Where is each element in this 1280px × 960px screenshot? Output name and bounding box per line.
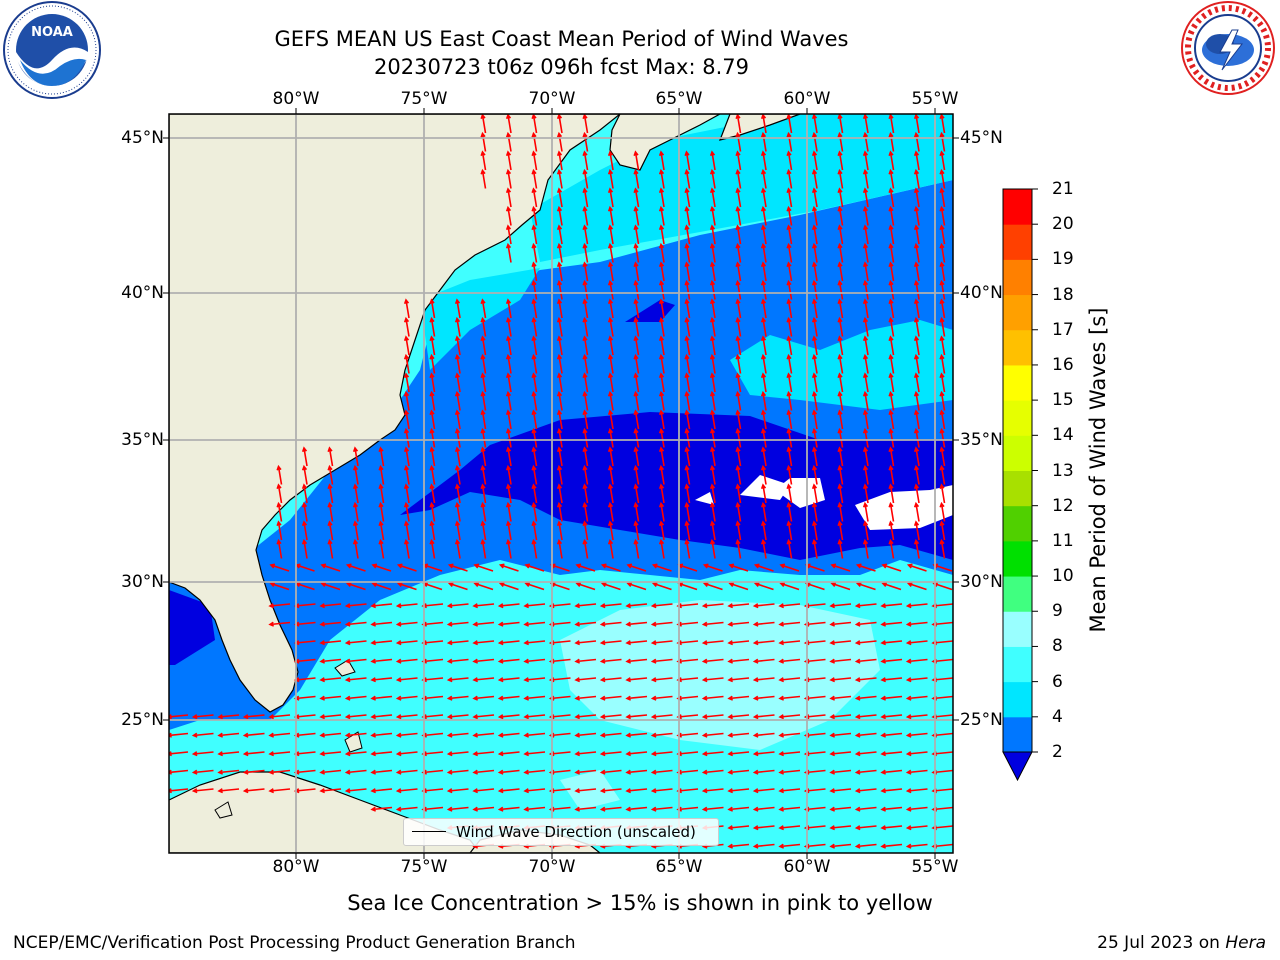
lon-label-top: 55°W — [911, 89, 959, 109]
colorbar-tick-label: 21 — [1052, 179, 1074, 199]
map-subtitle: 20230723 t06z 096h fcst Max: 8.79 — [374, 55, 749, 79]
footer-machine: Hera — [1225, 933, 1266, 953]
lat-label-left: 45°N — [121, 128, 164, 148]
colorbar-tick-label: 17 — [1052, 319, 1074, 340]
lon-label-bottom: 80°W — [272, 857, 320, 877]
colorbar-tick-label: 14 — [1052, 425, 1074, 446]
footer-date-text: 25 Jul 2023 on — [1097, 933, 1226, 953]
colorbar-tick-label: 13 — [1052, 460, 1074, 481]
lat-label-right: 25°N — [960, 710, 1003, 730]
land-us-east-coast — [169, 114, 621, 713]
colorbar-tick-label: 10 — [1052, 566, 1074, 587]
footer-branch: NCEP/EMC/Verification Post Processing Pr… — [13, 933, 576, 953]
colorbar-segment — [1003, 364, 1032, 401]
lon-label-top: 75°W — [400, 89, 448, 109]
colorbar-tick-label: 15 — [1052, 390, 1074, 411]
nws-logo — [1181, 1, 1275, 95]
noaa-logo: NOAA — [3, 1, 101, 99]
lon-label-bottom: 65°W — [655, 857, 703, 877]
lon-label-bottom: 70°W — [528, 857, 576, 877]
graticule — [169, 114, 953, 853]
colorbar-segment — [1003, 294, 1032, 331]
colorbar-segment — [1003, 435, 1032, 471]
colorbar-tick-label: 18 — [1052, 284, 1074, 305]
colorbar-segment — [1003, 189, 1032, 225]
legend-label: Wind Wave Direction (unscaled) — [456, 823, 696, 841]
colorbar-tick-label: 20 — [1052, 214, 1074, 235]
colorbar-segment — [1003, 681, 1032, 718]
lon-label-top: 80°W — [272, 89, 320, 109]
colorbar-title: Mean Period of Wind Waves [s] — [1086, 307, 1110, 633]
colorbar-segment — [1003, 224, 1032, 260]
colorbar-segment — [1003, 716, 1032, 753]
colorbar-segment — [1003, 646, 1032, 683]
lat-label-left: 35°N — [121, 430, 164, 450]
lon-label-bottom: 55°W — [911, 857, 959, 877]
colorbar-segment — [1003, 576, 1032, 612]
lon-label-bottom: 75°W — [400, 857, 448, 877]
colorbar-segment — [1003, 611, 1032, 647]
colorbar-tick-label: 4 — [1052, 706, 1063, 727]
colorbar-segment — [1003, 505, 1032, 542]
lon-label-top: 70°W — [528, 89, 576, 109]
colorbar-segment — [1003, 470, 1032, 507]
lon-label-top: 65°W — [655, 89, 703, 109]
lon-label-top: 60°W — [783, 89, 831, 109]
lat-label-right: 30°N — [960, 572, 1003, 592]
lat-label-right: 35°N — [960, 430, 1003, 450]
map-legend: Wind Wave Direction (unscaled) — [403, 818, 719, 846]
colorbar-tick-label: 12 — [1052, 495, 1074, 516]
map-title: GEFS MEAN US East Coast Mean Period of W… — [274, 27, 849, 51]
wind-wave-direction-arrows — [169, 114, 953, 849]
svg-text:NOAA: NOAA — [31, 25, 73, 40]
sea-ice-note: Sea Ice Concentration > 15% is shown in … — [347, 891, 933, 915]
colorbar-segment — [1003, 400, 1032, 436]
colorbar-tick-label: 8 — [1052, 636, 1063, 657]
colorbar-segment — [1003, 540, 1032, 577]
colorbar-extend-arrow — [1002, 751, 1033, 782]
colorbar-tick-label: 16 — [1052, 354, 1074, 375]
lat-label-right: 45°N — [960, 128, 1003, 148]
footer-date: 25 Jul 2023 on Hera — [1097, 933, 1266, 953]
colorbar-segment — [1003, 259, 1032, 296]
colorbar-tick-label: 9 — [1052, 601, 1063, 622]
lat-label-right: 40°N — [960, 283, 1003, 303]
colorbar-tick-label: 6 — [1052, 671, 1063, 692]
legend-line-swatch — [412, 831, 446, 832]
lat-label-left: 25°N — [121, 710, 164, 730]
colorbar-tick-label: 11 — [1052, 530, 1074, 551]
lat-label-left: 40°N — [121, 283, 164, 303]
lat-label-left: 30°N — [121, 572, 164, 592]
colorbar-segment — [1003, 329, 1032, 366]
map-frame — [168, 113, 954, 854]
colorbar-tick-label: 19 — [1052, 249, 1074, 270]
colorbar-tick-label: 2 — [1052, 742, 1063, 762]
lon-label-bottom: 60°W — [783, 857, 831, 877]
